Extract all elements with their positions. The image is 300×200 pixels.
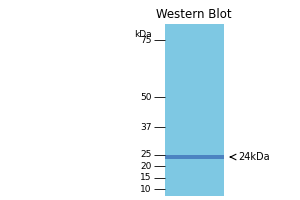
Text: 24kDa: 24kDa — [238, 152, 270, 162]
Text: 50: 50 — [140, 93, 152, 102]
Text: 10: 10 — [140, 185, 152, 194]
Bar — [165, 24, 224, 196]
Text: 20: 20 — [140, 162, 152, 171]
Text: Western Blot: Western Blot — [156, 8, 232, 21]
Bar — [165, 155, 224, 159]
Text: 37: 37 — [140, 123, 152, 132]
Text: 25: 25 — [140, 150, 152, 159]
Text: 75: 75 — [140, 36, 152, 45]
Text: kDa: kDa — [134, 30, 152, 39]
Text: 15: 15 — [140, 173, 152, 182]
